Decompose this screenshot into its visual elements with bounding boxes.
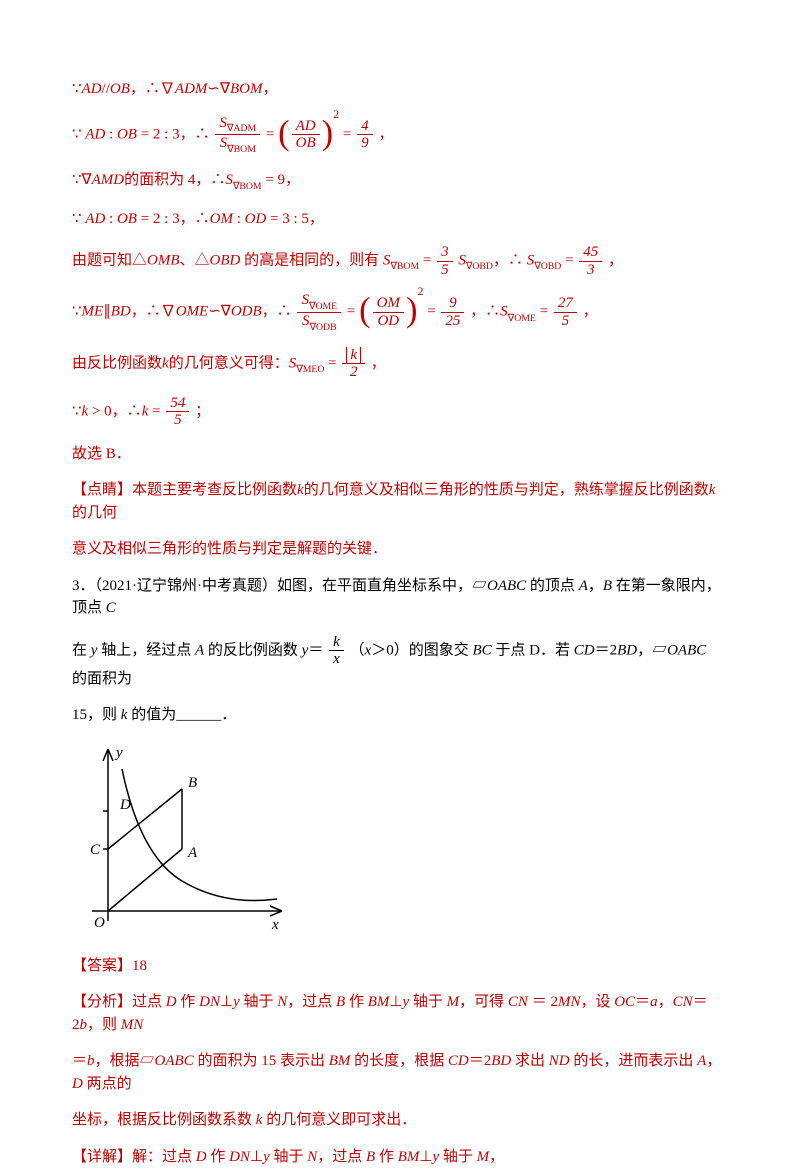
line-10b: 意义及相似三角形的性质与判定是解题的关键． (72, 538, 722, 561)
line-10: 【点睛】本题主要考查反比例函数k的几何意义及相似三角形的性质与判定，熟练掌握反比… (72, 479, 722, 524)
svg-text:O: O (94, 915, 105, 931)
line-6: ∵ME∥BD，∴∇OME∽∇ODB，∴ S∇OME S∇ODB = (OMOD)… (72, 292, 722, 332)
line-5: 由题可知△OMB、△OBD 的高是相同的，则有 S∇BOM = 35 S∇OBD… (72, 244, 722, 278)
question-3-line3: 15，则 k 的值为______． (72, 704, 722, 727)
page: ∵AD//OB，∴∇ADM∽∇BOM， ∵ AD : OB = 2 : 3，∴ … (0, 0, 794, 1123)
svg-text:y: y (114, 745, 123, 761)
line-3: ∵∇AMD的面积为 4，∴S∇BOM = 9， (72, 169, 722, 194)
svg-text:C: C (90, 842, 101, 858)
line-2: ∵ AD : OB = 2 : 3，∴ S∇ADM S∇BOM = (ADOB)… (72, 115, 722, 155)
svg-text:D: D (119, 797, 131, 813)
svg-text:x: x (271, 917, 279, 933)
answer-line: 【答案】18 (72, 955, 722, 978)
analysis-line1: 【分析】过点 D 作 DN⊥y 轴于 N，过点 B 作 BM⊥y 轴于 M，可得… (72, 991, 722, 1036)
detail-line: 【详解】解：过点 D 作 DN⊥y 轴于 N，过点 B 作 BM⊥y 轴于 M， (72, 1146, 722, 1168)
svg-text:B: B (188, 775, 197, 791)
question-3-line1: 3．（2021·辽宁锦州·中考真题）如图，在平面直角坐标系中，▱OABC 的顶点… (72, 575, 722, 620)
svg-text:A: A (187, 845, 198, 861)
analysis-line3: 坐标，根据反比例函数系数 k 的几何意义即可求出． (72, 1109, 722, 1132)
line-9: 故选 B． (72, 443, 722, 466)
coordinate-graph: y x O A B C D (72, 741, 302, 941)
line-8: ∵k > 0，∴k = 545 ； (72, 395, 722, 429)
line-4: ∵ AD : OB = 2 : 3，∴OM : OD = 3 : 5， (72, 208, 722, 231)
line-1: ∵AD//OB，∴∇ADM∽∇BOM， (72, 78, 722, 101)
analysis-line2: ＝b，根据▱OABC 的面积为 15 表示出 BM 的长度，根据 CD＝2BD … (72, 1050, 722, 1095)
question-3-line2: 在 y 轴上，经过点 A 的反比例函数 y＝ kx （x＞0）的图象交 BC 于… (72, 634, 722, 691)
line-7: 由反比例函数k的几何意义可得：S∇MEO = k2 ， (72, 347, 722, 381)
